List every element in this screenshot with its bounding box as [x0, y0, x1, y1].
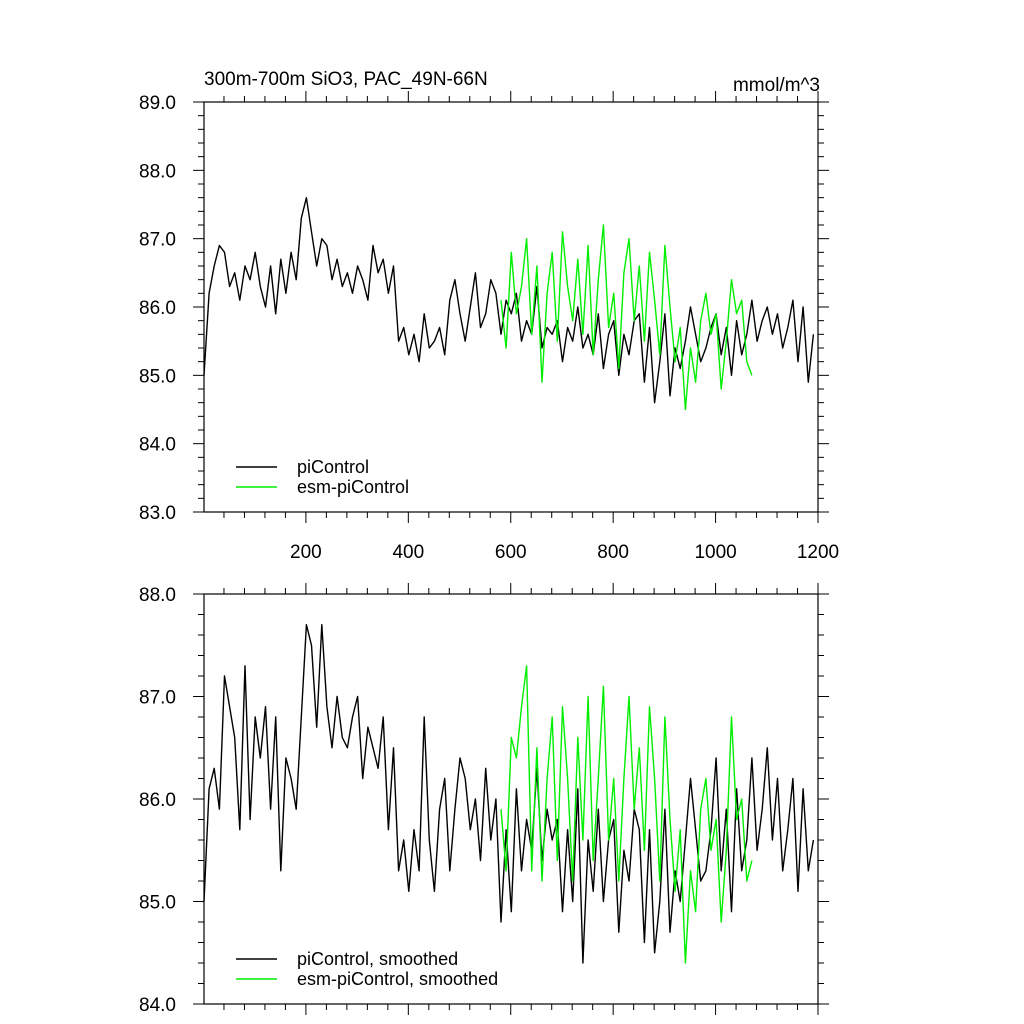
series-line-esm-picontrol — [500, 224, 753, 411]
y-tick-label: 85.0 — [139, 366, 176, 387]
x-tick-label: 1200 — [797, 542, 839, 563]
y-tick-label: 86.0 — [139, 298, 176, 319]
top-panel: 83.0 84.0 85.0 86.0 87.0 88.0 89.0 200 400 600 800… — [139, 91, 839, 563]
y-tick-label: 86.0 — [139, 790, 176, 811]
x-tick-label: 400 — [392, 542, 424, 563]
y-tick-label: 87.0 — [139, 230, 176, 251]
x-tick-label: 1000 — [694, 542, 736, 563]
legend-label: esm-piControl, smoothed — [297, 969, 498, 989]
y-tick-label: 85.0 — [139, 893, 176, 914]
series-line-picontrol — [203, 624, 815, 964]
legend-label: esm-piControl — [297, 477, 409, 497]
x-tick-label: 800 — [597, 542, 629, 563]
x-tick-label: 600 — [495, 542, 527, 563]
x-tick-label: 200 — [290, 542, 322, 563]
y-tick-label: 88.0 — [139, 161, 176, 182]
bottom-panel: 84.0 85.0 86.0 87.0 88.0 piControl, smoothede… — [139, 583, 829, 1016]
y-tick-label: 84.0 — [139, 435, 176, 456]
y-tick-label: 89.0 — [139, 93, 176, 114]
y-tick-label: 83.0 — [139, 503, 176, 524]
y-tick-label: 87.0 — [139, 688, 176, 709]
top-plot-frame — [203, 101, 819, 513]
y-tick-label: 84.0 — [139, 995, 176, 1016]
units-label: mmol/m^3 — [733, 75, 820, 96]
series-line-esm-picontrol — [500, 665, 753, 964]
chart-title: 300m-700m SiO3, PAC_49N-66N — [204, 69, 488, 90]
legend-label: piControl, smoothed — [297, 949, 458, 969]
legend-label: piControl — [297, 457, 369, 477]
y-tick-label: 88.0 — [139, 585, 176, 606]
